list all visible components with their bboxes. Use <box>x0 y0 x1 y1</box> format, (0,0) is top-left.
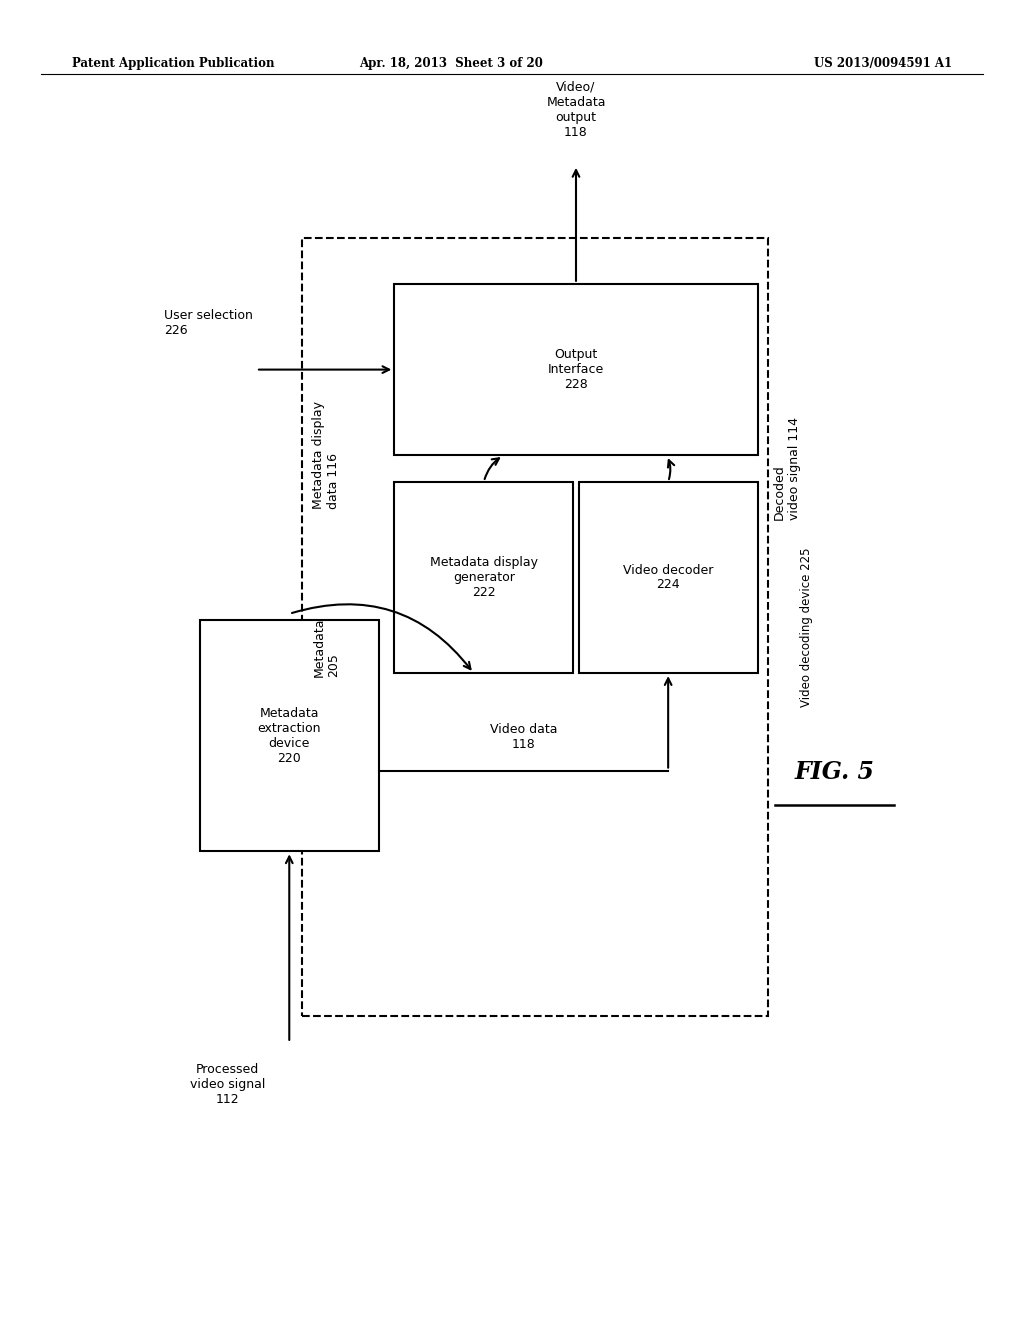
Text: Apr. 18, 2013  Sheet 3 of 20: Apr. 18, 2013 Sheet 3 of 20 <box>358 57 543 70</box>
Bar <box>579 482 758 673</box>
Text: Metadata
extraction
device
220: Metadata extraction device 220 <box>257 708 322 764</box>
Text: Video decoder
224: Video decoder 224 <box>623 564 714 591</box>
Text: US 2013/0094591 A1: US 2013/0094591 A1 <box>814 57 952 70</box>
Text: Metadata display
data 116: Metadata display data 116 <box>312 401 340 510</box>
Text: Metadata
205: Metadata 205 <box>312 616 340 677</box>
Text: Output
Interface
228: Output Interface 228 <box>548 348 604 391</box>
Text: Metadata display
generator
222: Metadata display generator 222 <box>430 556 538 599</box>
Text: FIG. 5: FIG. 5 <box>795 760 874 784</box>
Text: Decoded
video signal 114: Decoded video signal 114 <box>773 417 801 520</box>
Text: User selection
226: User selection 226 <box>164 309 253 337</box>
Text: Processed
video signal
112: Processed video signal 112 <box>190 1063 265 1106</box>
Text: Video decoding device 225: Video decoding device 225 <box>801 548 813 706</box>
Text: Video data
118: Video data 118 <box>489 723 557 751</box>
Bar <box>200 620 379 851</box>
Bar <box>394 482 573 673</box>
Bar <box>394 284 758 455</box>
Bar <box>302 238 768 1016</box>
Text: Video/
Metadata
output
118: Video/ Metadata output 118 <box>546 81 606 139</box>
Text: Patent Application Publication: Patent Application Publication <box>72 57 274 70</box>
